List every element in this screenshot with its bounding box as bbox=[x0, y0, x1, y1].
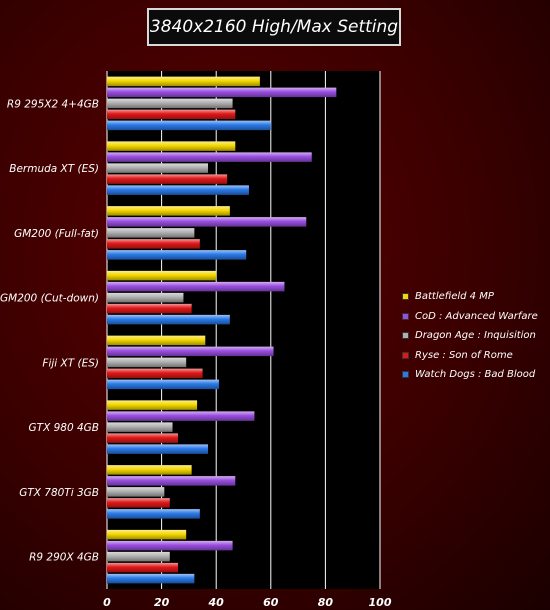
category-label: GM200 (Cut-down) bbox=[0, 293, 99, 305]
legend-label: Watch Dogs : Bad Blood bbox=[415, 369, 536, 381]
category-label: GTX 980 4GB bbox=[29, 422, 99, 434]
bar bbox=[107, 76, 260, 87]
legend-swatch bbox=[402, 371, 409, 379]
bar bbox=[107, 250, 247, 260]
bar bbox=[107, 498, 170, 508]
bar bbox=[107, 357, 187, 368]
bar bbox=[107, 433, 178, 443]
legend-swatch bbox=[402, 351, 409, 359]
bar bbox=[107, 551, 170, 562]
bar bbox=[107, 163, 209, 173]
legend-swatch bbox=[402, 293, 409, 301]
category-label: GM200 (Full-fat) bbox=[14, 228, 99, 240]
bar bbox=[107, 141, 236, 151]
category-label: GTX 780Ti 3GB bbox=[19, 487, 99, 499]
x-tick-label: 20 bbox=[154, 596, 170, 609]
bar bbox=[107, 185, 249, 195]
legend-label: CoD : Advanced Warfare bbox=[415, 310, 538, 322]
chart-title: 3840x2160 High/Max Setting bbox=[147, 8, 401, 46]
category-label: R9 295X2 4+4GB bbox=[7, 98, 99, 110]
x-tick-label: 0 bbox=[103, 596, 111, 609]
legend-item: Watch Dogs : Bad Blood bbox=[402, 365, 550, 385]
bar bbox=[107, 98, 233, 109]
bar bbox=[107, 346, 274, 357]
legend: Battlefield 4 MP CoD : Advanced Warfare Dr… bbox=[402, 287, 550, 385]
legend-item: Dragon Age : Inquisition bbox=[402, 326, 550, 346]
bar bbox=[107, 422, 173, 432]
legend-label: Dragon Age : Inquisition bbox=[415, 330, 536, 342]
legend-item: Ryse : Son of Rome bbox=[402, 346, 550, 366]
legend-swatch bbox=[402, 332, 409, 340]
bar bbox=[107, 562, 178, 573]
bar bbox=[107, 487, 165, 497]
bar bbox=[107, 509, 200, 519]
legend-label: Ryse : Son of Rome bbox=[415, 349, 513, 361]
bar bbox=[107, 335, 206, 346]
bar bbox=[107, 109, 236, 120]
bar bbox=[107, 411, 255, 421]
bar bbox=[107, 400, 198, 410]
bar bbox=[107, 540, 233, 551]
bar bbox=[107, 206, 230, 216]
x-tick-label: 80 bbox=[318, 596, 334, 609]
legend-swatch bbox=[402, 312, 409, 320]
category-label: Fiji XT (ES) bbox=[42, 357, 99, 369]
bar bbox=[107, 292, 184, 303]
bar bbox=[107, 303, 192, 314]
bar bbox=[107, 239, 200, 249]
bar bbox=[107, 444, 209, 454]
x-tick-label: 40 bbox=[208, 596, 225, 609]
bar bbox=[107, 270, 217, 281]
bar bbox=[107, 228, 195, 238]
x-tick-label: 60 bbox=[263, 596, 279, 609]
bar bbox=[107, 87, 337, 98]
legend-label: Battlefield 4 MP bbox=[415, 291, 494, 303]
legend-item: CoD : Advanced Warfare bbox=[402, 307, 550, 327]
bar bbox=[107, 476, 236, 486]
category-label: R9 290X 4GB bbox=[29, 552, 99, 564]
x-tick-label: 100 bbox=[369, 596, 392, 609]
legend-item: Battlefield 4 MP bbox=[402, 287, 550, 307]
bar bbox=[107, 174, 228, 184]
bar bbox=[107, 368, 203, 379]
bar bbox=[107, 379, 219, 390]
bar bbox=[107, 529, 187, 540]
bar bbox=[107, 573, 195, 584]
bar bbox=[107, 217, 307, 227]
bar bbox=[107, 281, 285, 292]
category-label: Bermuda XT (ES) bbox=[9, 163, 99, 175]
bar bbox=[107, 314, 230, 325]
bar bbox=[107, 465, 192, 475]
bar bbox=[107, 152, 312, 162]
bar bbox=[107, 120, 271, 131]
